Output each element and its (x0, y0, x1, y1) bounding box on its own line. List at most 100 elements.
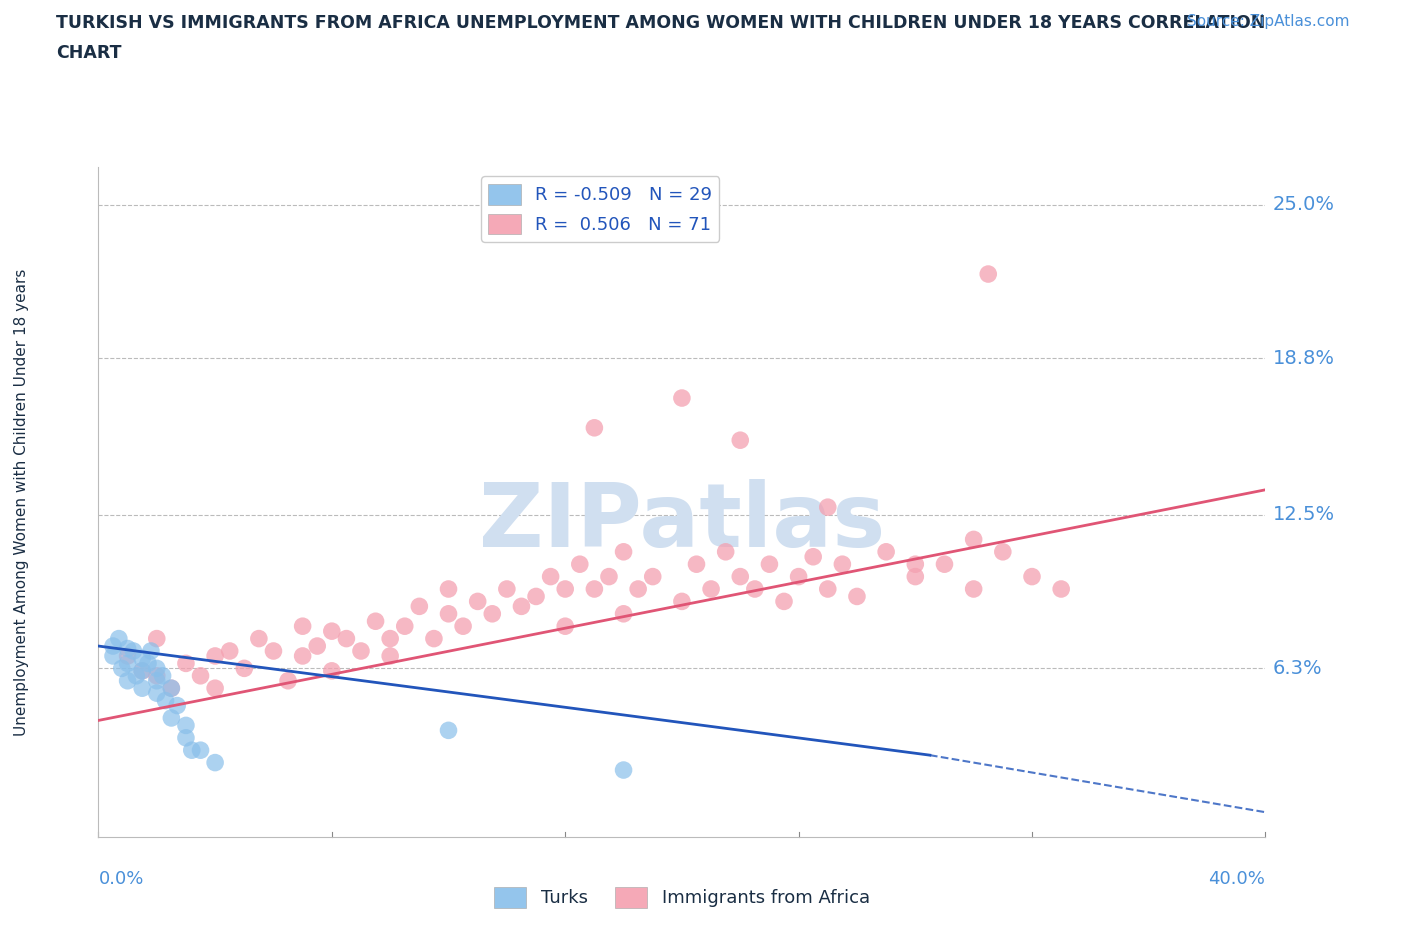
Text: 25.0%: 25.0% (1272, 195, 1334, 214)
Point (583, 420, 606, 435)
Point (977, 267, 1000, 282)
Point (408, 599, 430, 614)
Point (801, 550, 824, 565)
Point (131, 651, 153, 666)
Point (117, 673, 139, 688)
Point (962, 532, 984, 547)
Point (451, 618, 474, 633)
Point (101, 648, 124, 663)
Text: 6.3%: 6.3% (1272, 658, 1322, 678)
Point (510, 599, 533, 614)
Point (817, 499, 839, 514)
Point (758, 557, 780, 572)
Point (160, 681, 183, 696)
Point (1021, 569, 1043, 584)
Point (180, 743, 202, 758)
Point (146, 673, 169, 688)
Text: Source: ZipAtlas.com: Source: ZipAtlas.com (1187, 14, 1350, 29)
Point (744, 581, 766, 596)
Point (991, 544, 1014, 559)
Point (773, 594, 796, 609)
Point (934, 557, 956, 572)
Point (146, 669, 169, 684)
Point (423, 631, 446, 646)
Point (233, 661, 256, 676)
Point (152, 669, 174, 684)
Point (190, 669, 212, 684)
Point (627, 581, 650, 596)
Point (101, 639, 124, 654)
Point (787, 569, 810, 584)
Point (904, 557, 927, 572)
Point (831, 557, 853, 572)
Point (904, 569, 927, 584)
Point (714, 544, 737, 559)
Point (583, 581, 606, 596)
Point (685, 557, 707, 572)
Point (262, 644, 284, 658)
Point (146, 661, 169, 676)
Point (160, 711, 183, 725)
Point (174, 656, 197, 671)
Point (125, 669, 148, 684)
Point (568, 557, 591, 572)
Point (394, 618, 416, 633)
Point (671, 594, 693, 609)
Point (962, 581, 984, 596)
Point (845, 589, 868, 604)
Point (146, 685, 169, 700)
Point (204, 681, 226, 696)
Point (467, 594, 489, 609)
Point (612, 544, 634, 559)
Point (350, 644, 373, 658)
Point (204, 648, 226, 663)
Point (247, 631, 270, 646)
Point (671, 391, 693, 405)
Point (481, 606, 503, 621)
Point (131, 681, 153, 696)
Point (554, 581, 576, 596)
Point (139, 644, 162, 658)
Point (111, 661, 134, 676)
Point (540, 569, 562, 584)
Point (321, 624, 343, 639)
Point (817, 581, 839, 596)
Point (612, 606, 634, 621)
Point (174, 718, 197, 733)
Text: ZIPatlas: ZIPatlas (479, 479, 884, 565)
Point (277, 673, 299, 688)
Point (307, 639, 329, 654)
Text: 0.0%: 0.0% (98, 870, 143, 887)
Point (166, 698, 188, 713)
Point (437, 723, 460, 737)
Point (117, 656, 139, 671)
Point (160, 681, 183, 696)
Point (875, 544, 897, 559)
Point (728, 432, 751, 447)
Point (335, 631, 357, 646)
Point (321, 663, 343, 678)
Point (378, 631, 402, 646)
Text: TURKISH VS IMMIGRANTS FROM AFRICA UNEMPLOYMENT AMONG WOMEN WITH CHILDREN UNDER 1: TURKISH VS IMMIGRANTS FROM AFRICA UNEMPL… (56, 14, 1265, 32)
Point (136, 656, 159, 671)
Point (174, 730, 197, 745)
Point (437, 581, 460, 596)
Point (700, 581, 723, 596)
Point (598, 569, 620, 584)
Text: 40.0%: 40.0% (1209, 870, 1265, 887)
Point (131, 663, 153, 678)
Point (495, 581, 517, 596)
Point (291, 648, 314, 663)
Text: 12.5%: 12.5% (1272, 505, 1334, 525)
Point (122, 644, 145, 658)
Point (364, 614, 387, 629)
Point (378, 648, 402, 663)
Point (524, 589, 547, 604)
Point (131, 663, 153, 678)
Point (117, 641, 139, 656)
Point (117, 648, 139, 663)
Text: CHART: CHART (56, 44, 122, 61)
Point (1050, 581, 1073, 596)
Text: Unemployment Among Women with Children Under 18 years: Unemployment Among Women with Children U… (14, 269, 28, 736)
Point (554, 618, 576, 633)
